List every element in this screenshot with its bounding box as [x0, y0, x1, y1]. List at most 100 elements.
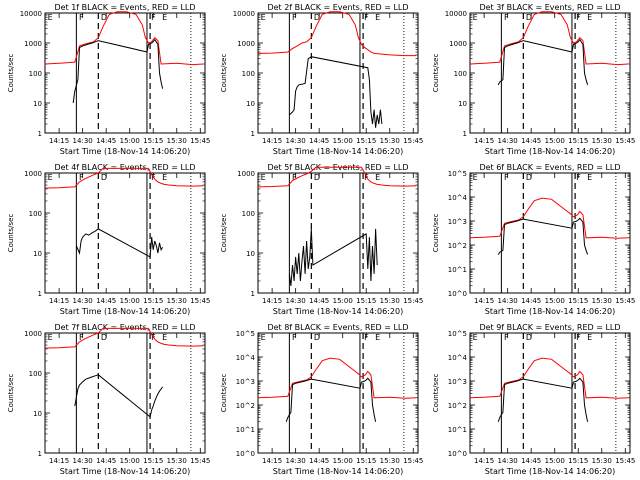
- y-tick-label: 1000: [237, 40, 255, 48]
- x-tick-label: 15:30: [592, 297, 612, 305]
- x-tick-label: 14:45: [96, 137, 116, 145]
- y-tick-label: 1: [38, 290, 42, 298]
- y-tick-label: 10: [33, 100, 42, 108]
- interval-marker-letter: F: [504, 173, 509, 182]
- y-tick-label: 1: [38, 450, 42, 458]
- x-tick-label: 15:15: [356, 457, 376, 465]
- y-tick-label: 10^5: [448, 170, 467, 178]
- interval-marker-letter: F: [364, 333, 369, 342]
- x-tick-label: 15:15: [143, 297, 163, 305]
- series-line-lld: [469, 357, 629, 399]
- x-tick-label: 14:45: [309, 137, 329, 145]
- interval-marker-letter: F: [292, 333, 297, 342]
- chart-panel: Det 8f BLACK = Events, RED = LLD Counts/s…: [220, 323, 423, 476]
- x-tick-label: 14:30: [73, 137, 93, 145]
- y-tick-label: 10^2: [448, 402, 467, 410]
- y-tick-label: 10^2: [236, 402, 255, 410]
- interval-marker-letter: D: [101, 173, 107, 182]
- x-tick-label: 15:30: [380, 137, 400, 145]
- x-tick-label: 14:45: [309, 297, 329, 305]
- y-tick-label: 10000: [233, 10, 255, 18]
- x-tick-label: 14:15: [262, 137, 282, 145]
- series-line-lld: [44, 11, 204, 66]
- x-tick-label: 15:00: [120, 137, 140, 145]
- y-axis-label: Counts/sec: [220, 374, 228, 413]
- x-tick-label: 14:15: [49, 457, 69, 465]
- interval-marker-letter: D: [526, 333, 532, 342]
- interval-marker-letter: E: [375, 333, 380, 342]
- plot-frame: [44, 332, 206, 454]
- x-tick-label: 15:15: [356, 297, 376, 305]
- x-tick-label: 14:30: [73, 297, 93, 305]
- plot-frame: [44, 12, 206, 134]
- x-tick-label: 14:45: [521, 137, 541, 145]
- interval-marker-letter: F: [79, 173, 84, 182]
- interval-marker-letter: D: [314, 13, 320, 22]
- chart-panel: Det 1f BLACK = Events, RED = LLD Counts/s…: [7, 3, 210, 156]
- interval-marker-letter: F: [504, 13, 509, 22]
- interval-marker-letter: F: [576, 13, 581, 22]
- y-axis-label: Counts/sec: [220, 54, 228, 93]
- panel-title: Det 8f BLACK = Events, RED = LLD: [267, 323, 408, 332]
- series-line-lld: [44, 327, 204, 349]
- x-tick-label: 15:15: [568, 137, 588, 145]
- series-line-events: [289, 56, 383, 128]
- interval-marker-letter: E: [261, 13, 266, 22]
- y-tick-label: 10000: [445, 10, 467, 18]
- x-tick-label: 15:30: [167, 137, 187, 145]
- panel-title: Det 6f BLACK = Events, RED = LLD: [479, 163, 620, 172]
- x-tick-label: 15:00: [545, 457, 565, 465]
- interval-marker-letter: F: [576, 173, 581, 182]
- x-tick-label: 15:45: [403, 297, 423, 305]
- y-tick-label: 10^2: [448, 242, 467, 250]
- x-tick-label: 14:30: [286, 297, 306, 305]
- y-tick-label: 10^4: [236, 354, 256, 362]
- chart-panel: Det 7f BLACK = Events, RED = LLD Counts/s…: [7, 323, 210, 476]
- interval-marker-letter: E: [48, 13, 53, 22]
- x-tick-label: 15:45: [403, 457, 423, 465]
- y-tick-label: 100: [29, 210, 42, 218]
- y-tick-label: 10: [33, 250, 42, 258]
- x-tick-label: 15:00: [333, 137, 353, 145]
- x-tick-label: 15:15: [143, 137, 163, 145]
- interval-marker-letter: E: [587, 13, 592, 22]
- interval-marker-letter: D: [101, 13, 107, 22]
- y-axis-label: Counts/sec: [432, 374, 440, 413]
- x-tick-label: 15:45: [615, 297, 635, 305]
- x-tick-label: 14:30: [286, 457, 306, 465]
- interval-marker-letter: E: [473, 13, 478, 22]
- panel-title: Det 1f BLACK = Events, RED = LLD: [54, 3, 195, 12]
- interval-marker-letter: D: [314, 173, 320, 182]
- x-tick-label: 15:30: [592, 137, 612, 145]
- interval-marker-letter: F: [364, 13, 369, 22]
- y-tick-label: 100: [29, 70, 42, 78]
- x-tick-label: 15:00: [333, 297, 353, 305]
- x-tick-label: 15:30: [380, 457, 400, 465]
- y-tick-label: 10: [246, 100, 255, 108]
- interval-marker-letter: D: [314, 333, 320, 342]
- panel-title: Det 3f BLACK = Events, RED = LLD: [479, 3, 620, 12]
- chart-panel: Det 3f BLACK = Events, RED = LLD Counts/s…: [432, 3, 635, 156]
- interval-marker-letter: E: [261, 333, 266, 342]
- y-tick-label: 1: [463, 130, 467, 138]
- y-tick-label: 1: [251, 290, 255, 298]
- chart-panel: Det 2f BLACK = Events, RED = LLD Counts/s…: [220, 3, 423, 156]
- chart-panel: Det 9f BLACK = Events, RED = LLD Counts/s…: [432, 323, 635, 476]
- chart-panel: Det 6f BLACK = Events, RED = LLD Counts/s…: [432, 163, 635, 316]
- y-tick-label: 10^0: [236, 450, 255, 458]
- series-line-events: [75, 228, 164, 258]
- y-tick-label: 10^4: [448, 354, 468, 362]
- interval-marker-letter: E: [48, 333, 53, 342]
- interval-marker-letter: F: [79, 13, 84, 22]
- series-line-events: [497, 38, 589, 86]
- x-axis-label: Start Time (18-Nov-14 14:06:20): [485, 147, 615, 156]
- y-tick-label: 100: [242, 210, 255, 218]
- x-tick-label: 14:15: [262, 457, 282, 465]
- x-tick-label: 15:45: [403, 137, 423, 145]
- y-tick-label: 1: [251, 130, 255, 138]
- y-tick-label: 10^1: [448, 266, 467, 274]
- x-tick-label: 15:15: [568, 457, 588, 465]
- x-tick-label: 14:30: [286, 137, 306, 145]
- series-line-lld: [257, 166, 417, 188]
- plot-frame: [469, 12, 631, 134]
